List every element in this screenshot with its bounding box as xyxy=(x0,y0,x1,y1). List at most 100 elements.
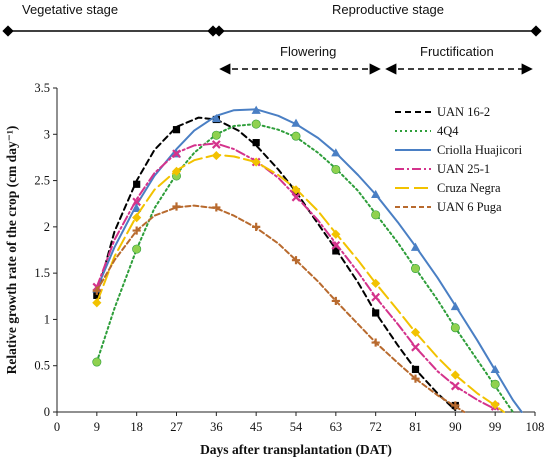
series-line-4q4 xyxy=(95,123,514,413)
legend-label-criolla-huajicori: Criolla Huajicori xyxy=(437,143,523,157)
series-uan-16-2 xyxy=(93,115,459,412)
y-tick-label: 1 xyxy=(44,312,50,326)
data-point-4q4 xyxy=(132,244,142,254)
data-point-uan-16-2 xyxy=(133,180,141,188)
data-point-uan-25-1 xyxy=(291,192,301,202)
data-point-cruza-negra xyxy=(331,229,341,239)
data-point-uan-6-puga xyxy=(252,222,261,231)
y-tick-label: 2.5 xyxy=(34,174,50,188)
data-point-uan-25-1 xyxy=(211,140,221,149)
data-point-uan-25-1 xyxy=(450,381,460,391)
data-point-uan-16-2 xyxy=(411,365,420,374)
data-point-uan-16-2 xyxy=(332,247,340,255)
data-point-criolla-huajicori xyxy=(291,118,301,127)
data-point-uan-16-2 xyxy=(252,139,260,147)
data-point-cruza-negra xyxy=(410,327,421,337)
data-point-cruza-negra xyxy=(132,213,142,223)
series-criolla-huajicori xyxy=(92,105,523,413)
data-point-uan-6-puga xyxy=(92,286,101,295)
data-point-uan-6-puga xyxy=(411,374,420,383)
fructification-label: Fructification xyxy=(420,44,494,59)
data-point-cruza-negra xyxy=(291,185,301,195)
vegetative-stage-label: Vegetative stage xyxy=(22,2,118,17)
x-tick-label: 45 xyxy=(250,420,263,434)
data-point-uan-6-puga xyxy=(331,296,340,306)
data-point-cruza-negra xyxy=(211,150,221,161)
data-point-4q4 xyxy=(291,131,301,141)
y-ticks: 0 0.5 1 1.5 2 2.5 3 3.5 xyxy=(34,81,57,419)
data-point-4q4 xyxy=(92,357,102,367)
data-point-uan-6-puga xyxy=(291,256,301,265)
y-tick-label: 1.5 xyxy=(34,266,50,280)
data-point-4q4 xyxy=(251,119,261,129)
data-point-criolla-huajicori xyxy=(490,364,500,374)
y-axis-title: Relative growth rate of the crop (cm day… xyxy=(4,126,19,375)
data-point-cruza-negra xyxy=(490,399,500,410)
data-point-cruza-negra xyxy=(371,278,381,288)
data-point-4q4 xyxy=(331,164,341,174)
series-cruza-negra xyxy=(92,150,505,413)
data-point-4q4 xyxy=(371,210,381,220)
series-uan-6-puga xyxy=(92,202,466,413)
x-tick-label: 27 xyxy=(170,420,183,434)
y-tick-label: 0.5 xyxy=(34,359,50,373)
y-tick-label: 0 xyxy=(44,405,50,419)
x-tick-label: 81 xyxy=(409,420,422,434)
data-point-4q4 xyxy=(490,379,500,389)
data-point-uan-6-puga xyxy=(132,226,141,235)
data-point-4q4 xyxy=(410,264,420,274)
stage-annotations: Vegetative stage Reproductive stage Flow… xyxy=(2,2,542,75)
legend: UAN 16-2 4Q4 Criolla Huajicori UAN 25-1 Cruz… xyxy=(395,105,523,214)
y-tick-label: 3.5 xyxy=(34,81,50,95)
x-tick-label: 72 xyxy=(369,420,382,434)
data-point-criolla-huajicori xyxy=(331,148,341,157)
series-line-uan-6-puga xyxy=(95,204,466,413)
data-point-uan-25-1 xyxy=(172,149,181,159)
series-line-cruza-negra xyxy=(95,153,505,413)
data-point-uan-6-puga xyxy=(172,202,181,211)
data-point-criolla-huajicori xyxy=(251,105,261,114)
data-point-cruza-negra xyxy=(92,298,102,308)
data-point-cruza-negra xyxy=(251,157,261,167)
x-ticks: 0 9 18 27 36 45 54 63 72 81 90 99 108 xyxy=(54,412,545,434)
y-tick-label: 2 xyxy=(44,220,50,234)
series-uan-25-1 xyxy=(92,140,500,411)
data-point-criolla-huajicori xyxy=(371,189,381,199)
data-point-uan-25-1 xyxy=(331,240,341,250)
data-point-criolla-huajicori xyxy=(132,203,142,212)
x-tick-label: 99 xyxy=(489,420,502,434)
x-tick-label: 90 xyxy=(449,420,462,434)
data-point-4q4 xyxy=(211,130,221,140)
legend-label-uan-6-puga: UAN 6 Puga xyxy=(437,200,502,214)
series-line-criolla-huajicori xyxy=(95,108,523,413)
data-point-uan-25-1 xyxy=(132,197,142,207)
series-line-uan-16-2 xyxy=(95,116,457,412)
reproductive-stage-label: Reproductive stage xyxy=(332,2,444,17)
x-tick-label: 18 xyxy=(130,420,143,434)
data-point-4q4 xyxy=(450,323,460,333)
data-point-uan-16-2 xyxy=(372,309,380,317)
legend-label-uan-16-2: UAN 16-2 xyxy=(437,105,490,119)
data-point-uan-6-puga xyxy=(451,401,460,410)
x-tick-label: 36 xyxy=(210,420,223,434)
x-tick-label: 0 xyxy=(54,420,60,434)
legend-label-4q4: 4Q4 xyxy=(437,124,459,138)
data-point-uan-25-1 xyxy=(371,292,381,302)
data-point-cruza-negra xyxy=(450,370,460,380)
y-tick-label: 3 xyxy=(44,127,50,141)
data-point-criolla-huajicori xyxy=(410,242,421,251)
series-layer xyxy=(92,105,523,413)
legend-label-uan-25-1: UAN 25-1 xyxy=(437,162,490,176)
data-point-cruza-negra xyxy=(171,166,182,176)
x-tick-label: 9 xyxy=(94,420,100,434)
data-point-criolla-huajicori xyxy=(450,301,460,311)
data-point-uan-16-2 xyxy=(172,126,181,134)
series-4q4 xyxy=(92,119,514,413)
x-tick-label: 63 xyxy=(330,420,343,434)
data-point-uan-6-puga xyxy=(212,203,221,212)
x-tick-label: 108 xyxy=(526,420,545,434)
data-point-criolla-huajicori xyxy=(211,113,221,123)
legend-label-cruza-negra: Cruza Negra xyxy=(437,181,501,195)
data-point-uan-25-1 xyxy=(411,342,420,352)
